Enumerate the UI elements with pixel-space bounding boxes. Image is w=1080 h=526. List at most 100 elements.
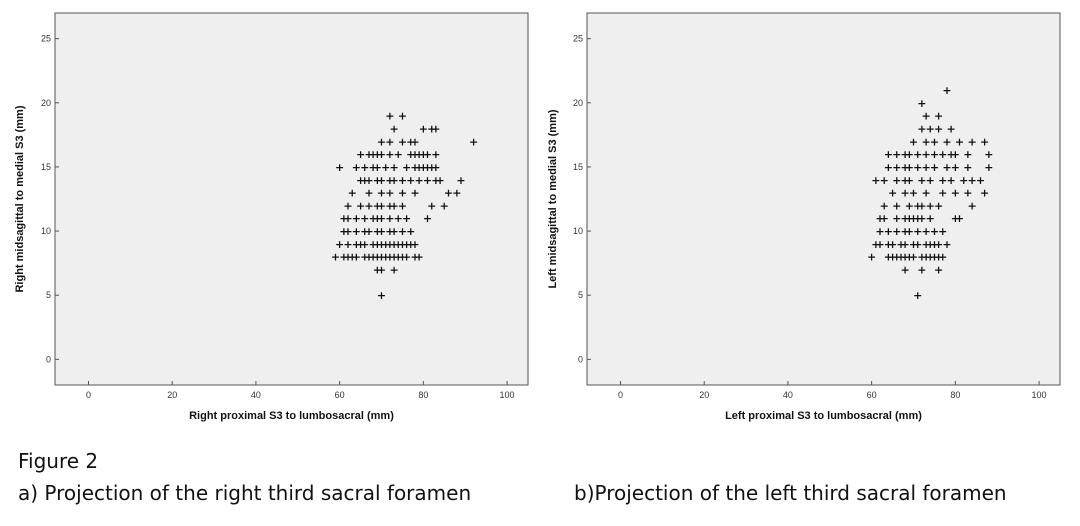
data-point-a: + xyxy=(398,174,407,187)
data-point-b: + xyxy=(905,251,914,264)
data-point-b: + xyxy=(934,110,943,123)
data-point-a: + xyxy=(398,110,407,123)
data-point-b: + xyxy=(951,148,960,161)
data-point-a: + xyxy=(369,212,378,225)
data-point-a: + xyxy=(348,187,357,200)
plot-area-b xyxy=(586,12,1061,386)
data-point-b: + xyxy=(888,187,897,200)
y-tick-label-b: 20 xyxy=(573,98,583,108)
data-point-b: + xyxy=(909,251,918,264)
data-point-a: + xyxy=(402,161,411,174)
data-point-b: + xyxy=(909,135,918,148)
data-point-b: + xyxy=(913,199,922,212)
data-point-a: + xyxy=(410,148,419,161)
data-point-a: + xyxy=(343,212,352,225)
data-point-b: + xyxy=(934,238,943,251)
data-point-b: + xyxy=(901,148,910,161)
data-point-b: + xyxy=(963,161,972,174)
data-point-b: + xyxy=(913,212,922,225)
data-point-a: + xyxy=(343,199,352,212)
data-point-b: + xyxy=(901,174,910,187)
data-point-a: + xyxy=(385,251,394,264)
data-point-a: + xyxy=(398,225,407,238)
data-point-b: + xyxy=(921,161,930,174)
y-axis-title-b: Left midsagittal to medial S3 (mm) xyxy=(547,109,559,288)
data-point-a: + xyxy=(373,148,382,161)
data-point-b: + xyxy=(892,199,901,212)
data-point-a: + xyxy=(389,225,398,238)
data-point-a: + xyxy=(364,199,373,212)
data-point-b: + xyxy=(917,212,926,225)
data-point-a: + xyxy=(394,212,403,225)
data-point-b: + xyxy=(938,174,947,187)
data-point-a: + xyxy=(373,199,382,212)
data-point-a: + xyxy=(444,187,453,200)
data-point-b: + xyxy=(892,174,901,187)
x-axis-title-a: Right proximal S3 to lumbosacral (mm) xyxy=(189,410,394,422)
data-point-a: + xyxy=(389,199,398,212)
data-point-b: + xyxy=(905,161,914,174)
data-point-a: + xyxy=(352,251,361,264)
data-point-a: + xyxy=(440,199,449,212)
data-point-a: + xyxy=(427,199,436,212)
data-point-b: + xyxy=(942,161,951,174)
y-tick-label-a: 20 xyxy=(41,98,51,108)
data-point-a: + xyxy=(377,238,386,251)
data-point-a: + xyxy=(410,238,419,251)
data-point-b: + xyxy=(892,225,901,238)
data-point-a: + xyxy=(410,187,419,200)
data-point-a: + xyxy=(385,225,394,238)
data-point-a: + xyxy=(343,225,352,238)
data-point-a: + xyxy=(389,122,398,135)
y-tick-label-a: 5 xyxy=(46,290,51,300)
data-point-a: + xyxy=(335,238,344,251)
data-point-a: + xyxy=(385,148,394,161)
data-point-a: + xyxy=(377,199,386,212)
data-point-a: + xyxy=(385,199,394,212)
data-point-b: + xyxy=(951,212,960,225)
x-tick-label-a: 0 xyxy=(86,390,91,400)
data-point-a: + xyxy=(398,238,407,251)
data-point-a: + xyxy=(352,212,361,225)
data-point-a: + xyxy=(406,225,415,238)
data-point-b: + xyxy=(930,251,939,264)
data-point-a: + xyxy=(389,251,398,264)
data-point-a: + xyxy=(398,187,407,200)
data-point-a: + xyxy=(377,264,386,277)
data-point-a: + xyxy=(415,148,424,161)
data-point-b: + xyxy=(921,238,930,251)
data-point-a: + xyxy=(377,212,386,225)
data-point-a: + xyxy=(381,238,390,251)
data-point-a: + xyxy=(377,174,386,187)
data-point-a: + xyxy=(369,238,378,251)
data-point-a: + xyxy=(377,251,386,264)
data-point-b: + xyxy=(917,97,926,110)
data-point-b: + xyxy=(963,148,972,161)
data-point-b: + xyxy=(884,161,893,174)
data-point-a: + xyxy=(389,238,398,251)
data-point-b: + xyxy=(938,251,947,264)
data-point-a: + xyxy=(364,174,373,187)
data-point-b: + xyxy=(917,251,926,264)
data-point-a: + xyxy=(398,135,407,148)
data-point-a: + xyxy=(431,161,440,174)
data-point-a: + xyxy=(377,289,386,302)
data-point-b: + xyxy=(901,187,910,200)
data-point-b: + xyxy=(926,238,935,251)
y-tick-label-a: 10 xyxy=(41,226,51,236)
data-point-b: + xyxy=(955,135,964,148)
data-point-b: + xyxy=(938,148,947,161)
data-point-b: + xyxy=(980,135,989,148)
data-point-a: + xyxy=(431,122,440,135)
data-point-b: + xyxy=(926,174,935,187)
data-point-a: + xyxy=(364,251,373,264)
data-point-a: + xyxy=(339,212,348,225)
data-point-b: + xyxy=(896,251,905,264)
data-point-b: + xyxy=(942,238,951,251)
data-point-b: + xyxy=(871,174,880,187)
data-point-b: + xyxy=(901,251,910,264)
data-point-a: + xyxy=(352,238,361,251)
data-point-a: + xyxy=(385,110,394,123)
x-tick-label-a: 100 xyxy=(500,390,515,400)
